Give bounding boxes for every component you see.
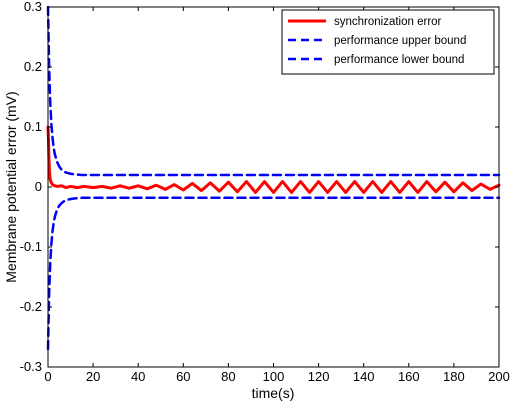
ticks-layer: 0 20 40 60 80 100 120 140 160 180 200 -0.3 -0.2 -0.1 0…: [20, 0, 510, 384]
legend-items: synchronization error performance upper b…: [288, 16, 466, 66]
x-tick-label: 60: [176, 369, 190, 384]
legend: synchronization error performance upper b…: [281, 9, 495, 75]
x-tick-label: 200: [488, 369, 510, 384]
y-tick-label: 0.2: [24, 59, 42, 74]
series-line-performance-lower-bound: [46, 196, 501, 351]
x-tick-label: 40: [131, 369, 145, 384]
x-tick-label: 20: [86, 369, 100, 384]
y-tick-label: -0.2: [20, 299, 42, 314]
x-tick-label: 100: [263, 369, 285, 384]
x-tick-label: 180: [443, 369, 465, 384]
y-tick-label: -0.3: [20, 359, 42, 374]
y-tick-label: -0.1: [20, 239, 42, 254]
legend-label-1: synchronization error: [334, 16, 442, 28]
axes-frame: [47, 6, 500, 368]
legend-label-2: performance upper bound: [334, 35, 466, 47]
x-tick-label: 160: [398, 369, 420, 384]
legend-label-3: performance lower bound: [334, 54, 464, 66]
x-tick-label: 0: [44, 369, 51, 384]
y-tick-label: 0.3: [24, 0, 42, 14]
y-axis-label: Membrane potential error (mV): [3, 91, 19, 282]
series-line-synchronization-error: [46, 125, 501, 194]
y-tick-label: 0: [35, 179, 42, 194]
x-tick-label: 140: [353, 369, 375, 384]
x-tick-label: 120: [308, 369, 330, 384]
series-line-performance-upper-bound: [46, 5, 501, 177]
y-tick-label: 0.1: [24, 119, 42, 134]
x-axis-label: time(s): [252, 385, 295, 401]
series-layer: [46, 5, 501, 351]
x-tick-label: 80: [221, 369, 235, 384]
